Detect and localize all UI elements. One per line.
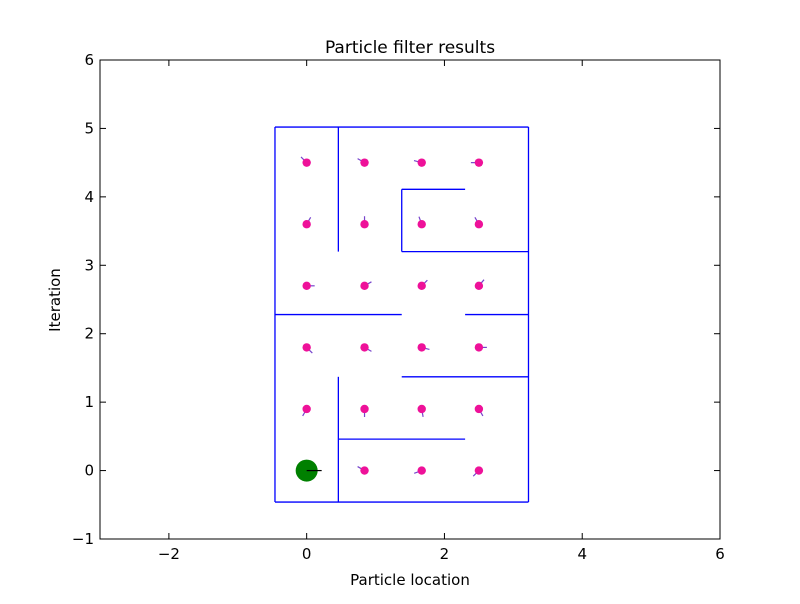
x-tick-label: 0 <box>302 545 312 563</box>
particle-point <box>417 343 426 352</box>
particle-point <box>302 404 311 414</box>
particle-point <box>417 158 426 167</box>
particle-point <box>360 466 369 475</box>
x-tick-label: 6 <box>715 545 725 563</box>
y-tick-label: 5 <box>84 119 94 137</box>
x-tick-label: 2 <box>440 545 450 563</box>
particle-point <box>302 220 311 229</box>
axis-ticks: −2 0 2 4 6 −1 0 1 2 3 4 5 6 <box>72 51 725 563</box>
particle-point <box>360 220 369 229</box>
particle-point <box>474 220 484 229</box>
particle-point <box>302 158 311 167</box>
particle-point <box>474 158 484 167</box>
y-tick-label: 1 <box>84 393 94 411</box>
particle-point <box>302 281 311 291</box>
y-tick-label: −1 <box>72 530 94 548</box>
x-tick-label: −2 <box>158 545 180 563</box>
y-tick-label: 4 <box>84 188 94 206</box>
particle-point <box>417 466 426 475</box>
x-tick-label: 4 <box>577 545 587 563</box>
particle-point <box>417 220 426 229</box>
y-tick-label: 3 <box>84 256 94 274</box>
particle-point <box>474 281 484 291</box>
particle-point <box>360 343 369 352</box>
particle-point <box>360 158 369 167</box>
x-axis-label: Particle location <box>350 571 470 589</box>
particle-point <box>417 404 426 414</box>
plot-frame <box>99 59 721 540</box>
particle-point <box>302 343 311 352</box>
particle-point <box>474 404 484 414</box>
particle-point <box>474 343 484 352</box>
particle-point <box>360 404 369 414</box>
particle-point <box>360 281 369 291</box>
particle-point <box>417 281 426 291</box>
chart-title: Particle filter results <box>325 38 495 58</box>
y-axis-label: Iteration <box>46 268 64 332</box>
y-tick-label: 0 <box>84 462 94 480</box>
plot-content <box>274 126 530 503</box>
y-tick-label: 6 <box>84 51 94 69</box>
particle-point <box>474 466 484 475</box>
y-tick-label: 2 <box>84 325 94 343</box>
